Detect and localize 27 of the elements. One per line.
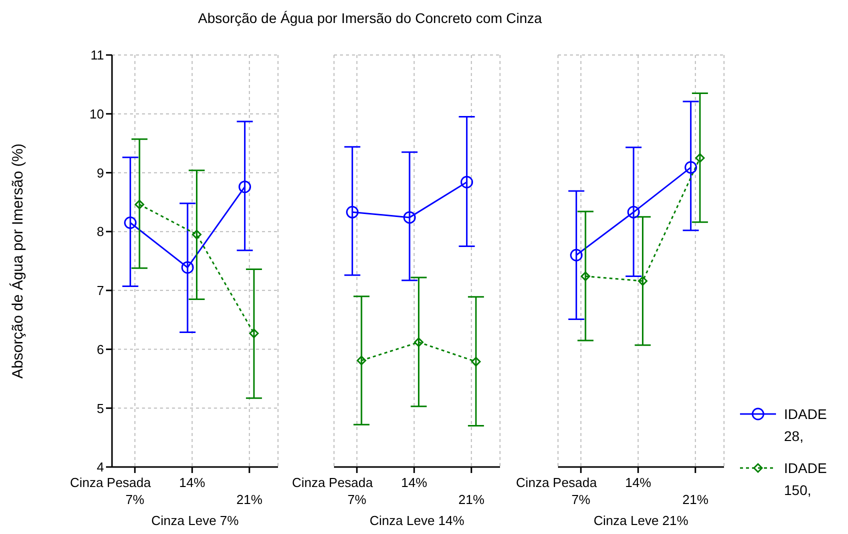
x-tick-label: 21% (458, 492, 485, 507)
text: Cinza Pesada (292, 475, 374, 490)
x-tick-label: 7% (572, 492, 591, 507)
y-tick-label: 9 (96, 165, 104, 180)
text: Cinza Pesada (70, 475, 152, 490)
y-tick-label: 4 (96, 460, 104, 475)
y-tick-label: 7 (96, 283, 104, 298)
x-tick-label: 7% (126, 492, 145, 507)
y-axis-title: Absorção de Água por Imersão (%) (10, 143, 26, 379)
y-tick-label: 6 (96, 342, 104, 357)
x-axis-title: Cinza Leve 21% (594, 513, 689, 528)
y-tick-label: 5 (96, 400, 104, 416)
x-tick-label: 21% (682, 492, 709, 507)
legend-label: IDADE 28, (784, 405, 828, 446)
x-axis-title: Cinza Leve 14% (370, 513, 465, 528)
y-tick-label: 10 (90, 106, 104, 122)
text: Absorção de Água por Imersão do Concreto com Cinza (197, 10, 543, 26)
x-tick-label: 14% (401, 475, 428, 490)
x-tick-label: 21% (236, 492, 263, 507)
x-tick-label: 14% (179, 475, 206, 490)
y-tick-label: 11 (90, 48, 104, 63)
x-tick-label: 7% (348, 492, 367, 507)
legend-label: IDADE 150, (784, 459, 828, 500)
x-tick-label: 14% (625, 475, 652, 490)
text: Cinza Pesada (516, 475, 598, 490)
x-axis-title: Cinza Leve 7% (151, 513, 240, 528)
y-tick-label: 8 (96, 224, 104, 240)
